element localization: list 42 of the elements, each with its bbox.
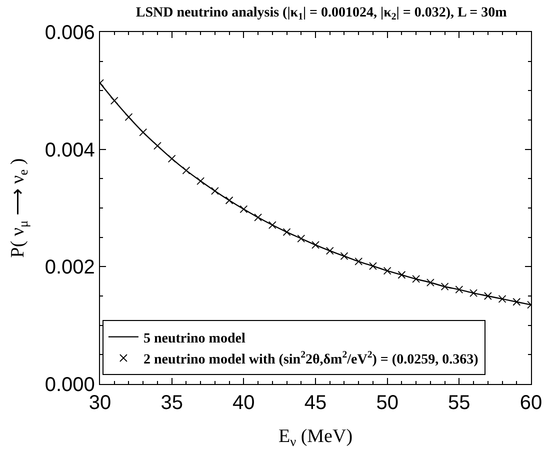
point: [182, 166, 190, 174]
point: [124, 113, 133, 122]
point: [282, 228, 291, 236]
point: [196, 177, 205, 185]
point: [412, 275, 420, 283]
point: [268, 221, 276, 229]
point: [139, 128, 148, 136]
x-tick-label: 55: [448, 392, 470, 414]
point: [484, 292, 492, 300]
point: [369, 262, 377, 270]
chart-title: LSND neutrino analysis (|κ$_{1}$| = 0.001024, |κ$_{2}$| = 0.032), L = 30m: [136, 6, 508, 23]
point: [455, 286, 464, 294]
point: [297, 234, 306, 242]
point: [326, 246, 334, 255]
point: [498, 294, 506, 303]
x-tick-label: 35: [160, 392, 183, 414]
point: [210, 187, 219, 195]
point: [240, 205, 248, 214]
point: [168, 154, 176, 163]
x-tick-label: 40: [232, 392, 255, 414]
point: [426, 278, 434, 286]
legend-label: 2 neutrino model with (sin$^{2}$2θ,δm$^{2}$/eV$^{2}$) = (0.0259, 0.363): [143, 350, 479, 368]
point: [398, 270, 406, 279]
x-axis-title: E$_{ν}$ (MeV): [278, 426, 353, 449]
y-tick-label: 0.004: [44, 139, 95, 162]
point: [383, 266, 392, 275]
point: [154, 142, 162, 150]
point: [440, 282, 449, 291]
y-tick-label: 0.002: [44, 256, 95, 279]
x-tick-label: 60: [520, 392, 542, 414]
point: [254, 213, 262, 222]
y-tick-label: 0.006: [44, 22, 95, 44]
point: [354, 257, 363, 266]
x-tick-label: 45: [304, 392, 327, 414]
point: [340, 252, 348, 260]
point: [470, 289, 478, 298]
point: [225, 196, 234, 204]
point: [512, 298, 521, 306]
legend-label: 5 neutrino model: [143, 331, 246, 346]
point: [312, 241, 320, 249]
x-tick-label: 50: [376, 392, 398, 414]
point: [110, 96, 118, 105]
